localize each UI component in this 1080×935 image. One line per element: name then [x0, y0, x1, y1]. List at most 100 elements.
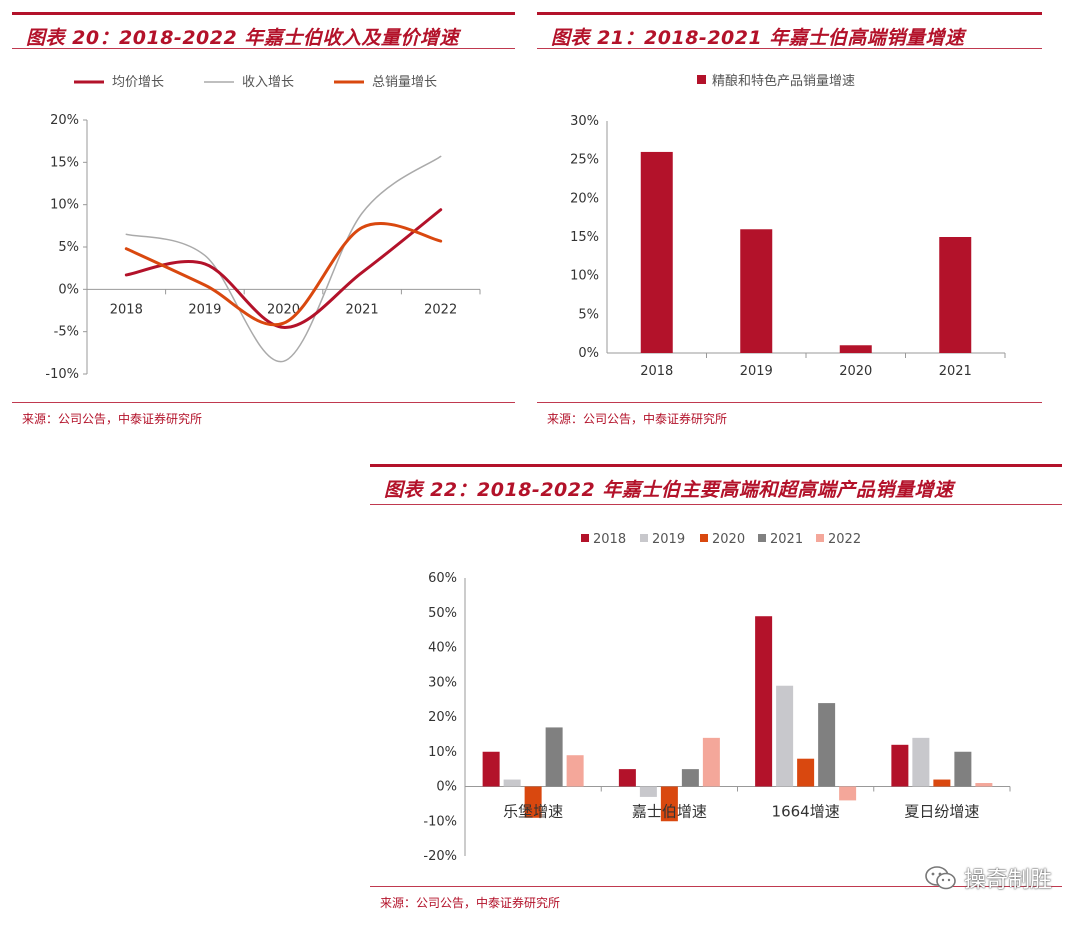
- bar: [545, 727, 563, 787]
- watermark: 操奇制胜: [924, 862, 1052, 894]
- y-tick-label: 30%: [428, 675, 457, 690]
- title-bottom-rule: [537, 48, 1042, 49]
- legend-item: 2022: [816, 532, 861, 547]
- figure-21-panel: 图表 21：2018-2021 年嘉士伯高端销量增速 精酿和特色产品销量增速 30…: [537, 12, 1042, 432]
- y-tick-label: 30%: [570, 114, 599, 129]
- bar: [524, 786, 542, 818]
- legend-item: 2019: [640, 532, 685, 547]
- figure-20-chart: 均价增长 收入增长 总销量增长 20% 15% 10% 5% 0% -5% -10% 2018 201…: [45, 75, 481, 382]
- y-tick-label: 40%: [428, 641, 457, 656]
- title-top-rule: [12, 12, 515, 15]
- x-tick-label: 2019: [188, 302, 221, 317]
- y-tick-label: 0%: [578, 346, 599, 361]
- bar: [939, 237, 972, 353]
- bar: [740, 229, 773, 353]
- figure-22-chart: 2018 2019 2020 2021 2022 60% 50% 40% 30% 20% 10% 0%…: [423, 532, 1011, 864]
- y-tick-label: 15%: [50, 155, 79, 170]
- bar: [681, 769, 699, 787]
- figure-22-title-bar: 图表 22：2018-2022 年嘉士伯主要高端和超高端产品销量增速: [370, 470, 1062, 506]
- title-top-rule: [537, 12, 1042, 15]
- bar: [482, 751, 500, 787]
- y-tick-label: 0%: [436, 780, 457, 795]
- y-tick-label: 5%: [578, 307, 599, 322]
- y-tick-label: -10%: [45, 367, 79, 382]
- legend-label: 2018: [593, 532, 626, 547]
- bar: [797, 758, 815, 787]
- figure-22-title: 图表 22：2018-2022 年嘉士伯主要高端和超高端产品销量增速: [384, 478, 954, 501]
- legend-label: 收入增长: [242, 75, 294, 90]
- title-top-rule: [370, 464, 1062, 467]
- x-tick-label: 2022: [424, 302, 457, 317]
- legend-swatch: [581, 534, 589, 542]
- legend-label: 均价增长: [112, 75, 164, 90]
- x-tick-label: 夏日纷增速: [904, 803, 979, 821]
- figure-21-title-bar: 图表 21：2018-2021 年嘉士伯高端销量增速: [537, 18, 1042, 54]
- bar: [839, 786, 857, 801]
- series-line-1: [124, 208, 443, 329]
- bar: [702, 737, 720, 787]
- bar: [839, 345, 872, 353]
- y-tick-label: 20%: [428, 710, 457, 725]
- x-tick-label: 2018: [110, 302, 143, 317]
- x-tick-label: 2020: [839, 364, 872, 379]
- x-tick-label: 2019: [740, 364, 773, 379]
- figure-22-source: 来源：公司公告，中泰证券研究所: [380, 896, 561, 910]
- y-tick-label: 25%: [570, 153, 599, 168]
- legend-swatch: [640, 534, 648, 542]
- bar: [640, 151, 673, 353]
- series-line-3: [124, 221, 443, 327]
- legend-label: 2020: [712, 532, 745, 547]
- bar: [912, 737, 930, 787]
- y-tick-label: 15%: [570, 230, 599, 245]
- bar: [503, 779, 521, 787]
- y-tick-label: 50%: [428, 606, 457, 621]
- legend-label: 总销量增长: [372, 75, 437, 90]
- bar: [818, 703, 836, 787]
- y-tick-label: -5%: [54, 325, 79, 340]
- wechat-icon: [925, 866, 956, 890]
- bar: [954, 751, 972, 787]
- bar: [639, 786, 657, 797]
- x-tick-label: 2021: [346, 302, 379, 317]
- bar: [660, 786, 678, 822]
- y-tick-label: -10%: [423, 814, 457, 829]
- bar: [933, 779, 951, 787]
- figure-22-panel: 图表 22：2018-2022 年嘉士伯主要高端和超高端产品销量增速 2018 2…: [370, 464, 1062, 924]
- figure-20-panel: 图表 20：2018-2022 年嘉士伯收入及量价增速 均价增长 收入增长 总销量增…: [12, 12, 515, 432]
- source-rule: [12, 402, 515, 403]
- bar: [755, 616, 773, 787]
- bar: [776, 685, 794, 787]
- y-tick-label: 10%: [570, 269, 599, 284]
- legend-item: 精酿和特色产品销量增速: [697, 73, 855, 89]
- legend-swatch: [700, 534, 708, 542]
- y-tick-label: -20%: [423, 849, 457, 864]
- legend-item: 2018: [581, 532, 626, 547]
- x-tick-label: 2021: [939, 364, 972, 379]
- bar: [566, 755, 584, 787]
- x-tick-label: 嘉士伯增速: [632, 803, 707, 821]
- legend-label: 2022: [828, 532, 861, 547]
- y-tick-label: 60%: [428, 571, 457, 586]
- figure-21-title: 图表 21：2018-2021 年嘉士伯高端销量增速: [551, 26, 965, 49]
- title-bottom-rule: [370, 504, 1062, 505]
- bar: [891, 744, 909, 787]
- legend-label: 精酿和特色产品销量增速: [712, 73, 855, 89]
- source-rule: [370, 886, 1062, 887]
- legend-label: 2019: [652, 532, 685, 547]
- x-tick-label: 2020: [267, 302, 300, 317]
- figure-21-chart: 精酿和特色产品销量增速 30% 25% 20% 15% 10% 5% 0% 2018 2019 20…: [570, 73, 1006, 379]
- y-tick-label: 10%: [50, 198, 79, 213]
- legend-swatch: [697, 75, 706, 84]
- source-rule: [537, 402, 1042, 403]
- watermark-text: 操奇制胜: [963, 868, 1052, 893]
- y-tick-label: 0%: [58, 282, 79, 297]
- legend-item: 总销量增长: [334, 75, 437, 90]
- figure-20-title-bar: 图表 20：2018-2022 年嘉士伯收入及量价增速: [12, 18, 515, 54]
- series-line-2: [125, 155, 442, 363]
- legend-item: 收入增长: [204, 75, 294, 90]
- legend-item: 2020: [700, 532, 745, 547]
- y-tick-label: 20%: [50, 113, 79, 128]
- y-tick-label: 10%: [428, 745, 457, 760]
- title-bottom-rule: [12, 48, 515, 49]
- x-tick-label: 1664增速: [772, 803, 840, 821]
